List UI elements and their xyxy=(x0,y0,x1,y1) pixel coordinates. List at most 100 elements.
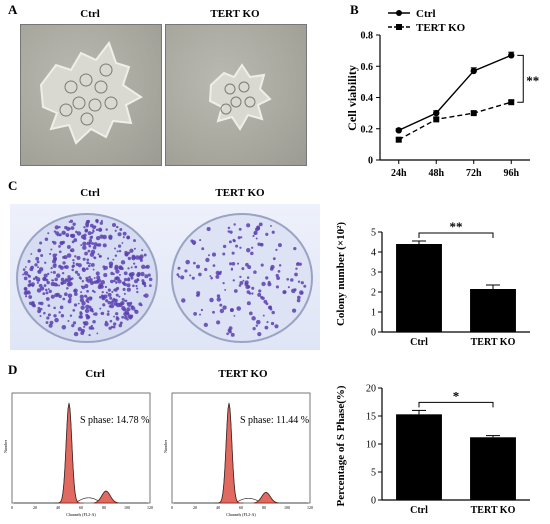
colony-dot xyxy=(60,277,65,282)
colony-dot xyxy=(251,246,254,249)
colony-dot xyxy=(246,248,251,253)
colony-dot xyxy=(58,233,62,237)
colony-dot xyxy=(88,333,91,337)
line-chart-significance-bracket xyxy=(517,54,524,103)
colony-dot xyxy=(71,240,75,244)
colony-dot xyxy=(72,222,76,226)
colony-dot xyxy=(278,264,282,267)
colony-dot xyxy=(73,238,78,243)
colony-dot xyxy=(261,281,266,287)
histogram-tert-ko-x-tick-label: 20 xyxy=(193,505,197,510)
colony-dot xyxy=(144,266,147,269)
colony-dot xyxy=(66,253,72,258)
bar-chart-c: Colony number (×10²) 0 1 2 3 4 5 Ctrl TERT KO ** xyxy=(335,219,530,348)
colony-dot xyxy=(219,303,223,307)
colony-dot xyxy=(65,233,70,237)
colony-dot xyxy=(141,249,144,252)
colony-dot xyxy=(222,305,227,310)
colony-dot xyxy=(69,233,74,238)
bar-chart-c-category-label: Ctrl xyxy=(410,337,428,348)
colony-dot xyxy=(54,317,59,323)
colony-dot xyxy=(121,242,124,244)
colony-dot xyxy=(79,298,85,303)
bar-chart-c-plot: 0 1 2 3 4 5 Ctrl TERT KO ** xyxy=(371,219,530,348)
colony-dot xyxy=(80,244,83,247)
colony-dot xyxy=(45,288,48,292)
colony-dot xyxy=(109,279,114,284)
colony-dot xyxy=(104,322,109,327)
colony-dot xyxy=(45,278,49,282)
colony-dot xyxy=(46,316,50,320)
colony-dot xyxy=(42,277,46,281)
bar-chart-d-y-tick-label: 20 xyxy=(366,384,376,395)
line-chart-x-tick-label: 24h xyxy=(391,168,407,179)
colony-dot xyxy=(136,278,140,282)
colony-dot xyxy=(66,278,71,283)
colony-dot xyxy=(105,291,109,294)
colony-dot xyxy=(108,234,113,240)
colony-dot xyxy=(180,275,185,280)
colony-dot xyxy=(117,279,122,284)
colony-dot xyxy=(130,272,135,277)
colony-dot xyxy=(70,248,75,253)
colony-dot xyxy=(283,290,287,294)
colony-dot xyxy=(209,275,212,278)
colony-dot xyxy=(31,301,34,304)
line-chart-x-axis: 24h 48h 72h 96h xyxy=(380,159,530,179)
colony-dot xyxy=(117,244,122,248)
bar-chart-c-significance-bracket xyxy=(418,232,494,238)
colony-dot xyxy=(28,295,33,299)
colony-dot xyxy=(143,294,146,297)
colony-dot xyxy=(126,307,131,312)
colony-dot xyxy=(138,256,143,261)
colony-dot xyxy=(81,280,84,283)
colony-dot xyxy=(227,230,230,233)
colony-dot xyxy=(71,324,75,328)
colony-dot xyxy=(222,252,226,256)
bar-chart-c-y-tick-label: 4 xyxy=(371,248,376,259)
colony-dot xyxy=(123,282,127,287)
colony-dot xyxy=(147,273,151,277)
colony-dot xyxy=(115,312,119,316)
colony-cluster-tert-ko xyxy=(208,63,272,131)
colony-dot xyxy=(100,280,106,285)
colony-dot xyxy=(118,249,122,253)
line-chart-point xyxy=(395,136,402,143)
colony-dot xyxy=(219,308,225,314)
line-chart-significance-label: ** xyxy=(526,73,539,88)
colony-dot xyxy=(96,219,99,223)
histogram-ctrl-s-phase: S phase: 14.78 % xyxy=(80,415,149,426)
colony-dot xyxy=(92,245,97,250)
colony-dot xyxy=(286,277,290,281)
colony-dot xyxy=(246,223,251,228)
colony-dot xyxy=(267,280,271,284)
colony-dot xyxy=(54,263,57,266)
colony-dot xyxy=(141,279,145,283)
colony-dot xyxy=(122,231,127,236)
colony-dot xyxy=(53,256,57,261)
colony-dot xyxy=(239,246,242,249)
colony-dot xyxy=(46,280,50,285)
colony-dot xyxy=(142,281,147,286)
colony-dot xyxy=(67,275,71,279)
bar-chart-d-bar xyxy=(470,437,516,500)
colony-dot xyxy=(287,286,290,289)
colony-dot xyxy=(192,242,196,246)
bar-chart-c-y-tick-label: 0 xyxy=(371,328,376,339)
bar-chart-c-bar xyxy=(396,244,442,332)
colony-dot xyxy=(127,256,132,261)
colony-dot xyxy=(106,312,110,316)
colony-dot xyxy=(131,254,136,259)
colony-dot xyxy=(84,294,87,298)
colony-dot xyxy=(132,284,135,288)
colony-dot xyxy=(44,261,47,264)
line-chart-point xyxy=(508,99,515,106)
line-chart-b: Cell viability 0 0.2 0.4 0.6 0.8 24h 48h 72h 96… xyxy=(345,8,539,179)
panel-a-label-ctrl: Ctrl xyxy=(80,8,100,20)
line-chart-legend-label: Ctrl xyxy=(416,8,436,20)
colony-dot xyxy=(114,298,118,303)
colony-dot xyxy=(80,305,85,310)
colony-dot xyxy=(60,281,64,285)
colony-dot xyxy=(99,234,104,239)
colony-dot xyxy=(112,322,117,326)
